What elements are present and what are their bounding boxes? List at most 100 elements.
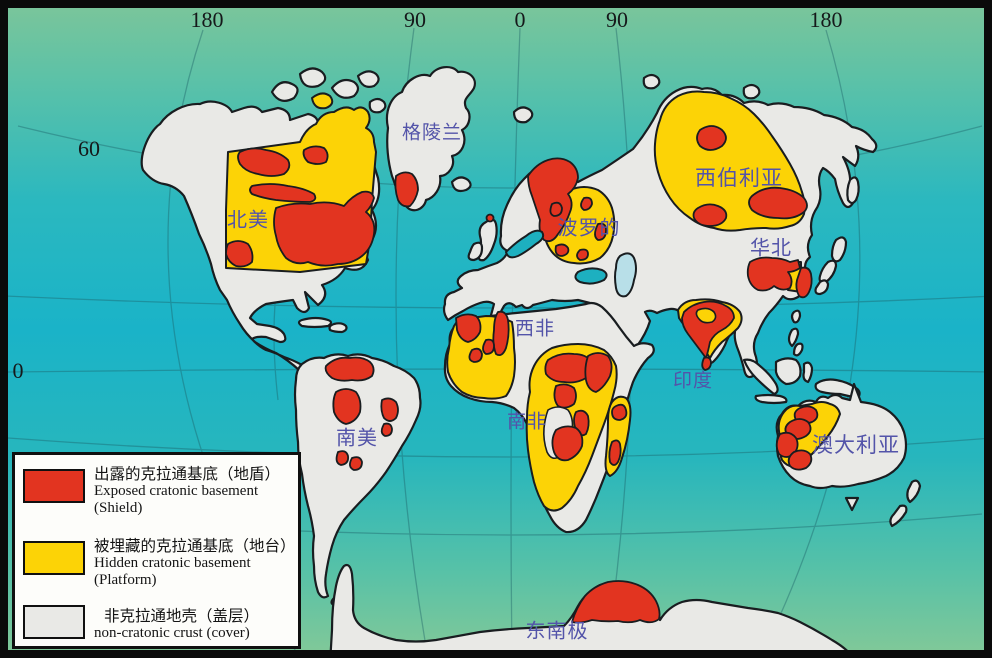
shield-south-america-4 [380,422,393,437]
shield-south-america-3 [380,397,399,422]
shield-siberia-2 [692,203,728,227]
shield-south-america-6 [349,456,363,471]
land-cuba [297,316,333,329]
label-north-america: 北美 [227,209,269,232]
shield-south-america-2 [332,388,362,425]
shield-cratons [225,125,819,624]
shield-madagascar-1 [611,403,628,421]
shield-baltica-1 [549,201,563,217]
legend-shield-zh: 出露的克拉通基底（地盾） [94,466,281,483]
legend-shield-en1: Exposed cratonic basement [94,483,259,499]
tick-top-90w: 90 [404,7,426,32]
tick-top-180e: 180 [809,7,843,32]
land-borneo [774,357,802,386]
parallel-30n [8,295,984,309]
land-philippines-2 [792,342,804,357]
shield-baltica-2 [580,196,593,211]
shield-north-china [746,256,801,292]
shield-west-africa-1 [455,313,482,343]
land-sulawesi [802,361,814,384]
land-taiwan [790,309,802,324]
label-baltica: 波罗的 [557,217,621,240]
land-new-siberian-islands [642,73,661,90]
shield-south-america-5 [335,450,350,466]
black-sea [574,267,608,285]
label-south-america: 南美 [336,427,378,450]
legend-item-platform: 被埋藏的克拉通基底（地台） Hidden cratonic basement (… [94,538,296,589]
shield-siberia-1 [696,125,727,151]
tick-top-0: 0 [514,7,526,32]
land-sakhalin [846,176,860,205]
legend-swatch-cover [23,605,85,639]
shield-south-africa-2 [584,352,613,393]
shield-india [681,300,735,359]
land-sumatra [742,358,779,396]
legend: 出露的克拉通基底（地盾） Exposed cratonic basement (… [12,452,301,649]
legend-swatch-shield [23,469,85,503]
land-wrangel [742,83,761,100]
shield-south-africa-5 [551,425,584,462]
label-south-africa: 南非 [506,411,548,433]
craton-arctic-islet-yellow-1 [311,92,334,110]
shield-na-2 [249,183,317,203]
shield-na-hudson [273,190,376,267]
label-india: 印度 [672,370,714,392]
label-west-africa: 西非 [514,318,556,340]
land-tasmania [844,496,860,512]
shield-baltica-4 [554,243,570,257]
legend-swatch-platform [23,541,85,575]
land-java [754,393,788,405]
shield-antarctica [571,580,661,624]
land-ireland [467,241,484,262]
shield-korea [795,266,813,299]
shield-na-1 [237,147,291,177]
shield-baltica-5 [576,248,589,261]
label-australia: 澳大利亚 [812,433,900,457]
land-japan-3 [814,279,830,296]
shield-sri-lanka [701,356,712,371]
shield-west-africa-4 [468,347,483,363]
land-japan-1 [830,236,848,263]
land-new-zealand-south [889,504,908,528]
land-iceland [450,176,472,193]
land-arctic-island-2 [298,67,327,88]
india-platform-swirl [695,307,717,324]
legend-platform-en2: (Platform) [94,572,157,588]
legend-cover-zh: 非克拉通地壳（盖层） [104,608,260,625]
label-siberia: 西伯利亚 [695,166,783,190]
shield-scotland-dot [485,213,495,223]
tick-top-180w: 180 [190,7,224,32]
land-svalbard [512,106,534,124]
label-greenland: 格陵兰 [401,122,463,144]
shield-na-4 [225,240,254,268]
shield-na-5 [302,145,329,165]
shield-greenland [394,171,419,208]
shield-west-africa-2 [492,310,510,357]
caspian-sea [614,252,637,298]
land-arctic-island-3 [330,78,360,99]
shield-south-africa-3 [553,383,577,409]
land-hispaniola [328,322,348,334]
label-north-china: 华北 [750,237,792,260]
shield-siberia-3 [748,186,808,220]
shield-west-africa-3 [482,338,495,355]
shield-australia-4 [787,449,813,471]
shield-madagascar-2 [608,439,622,466]
land-philippines-1 [787,327,800,348]
land-britain [477,218,498,262]
meridian-180e [763,29,861,650]
legend-cover-en1: non-cratonic crust (cover) [94,625,250,641]
baltic-sea [504,229,545,259]
label-east-antarctica: 东南极 [525,620,589,643]
legend-item-cover: 非克拉通地壳（盖层） non-cratonic crust (cover) [94,608,259,642]
land-arctic-island-5 [368,97,387,114]
land-new-zealand-north [906,479,922,504]
land-arctic-island-1 [270,81,299,103]
tick-left-60n: 60 [78,136,100,161]
legend-platform-en1: Hidden cratonic basement [94,555,251,571]
legend-platform-zh: 被埋藏的克拉通基底（地台） [94,538,296,555]
legend-shield-en2: (Shield) [94,500,143,516]
